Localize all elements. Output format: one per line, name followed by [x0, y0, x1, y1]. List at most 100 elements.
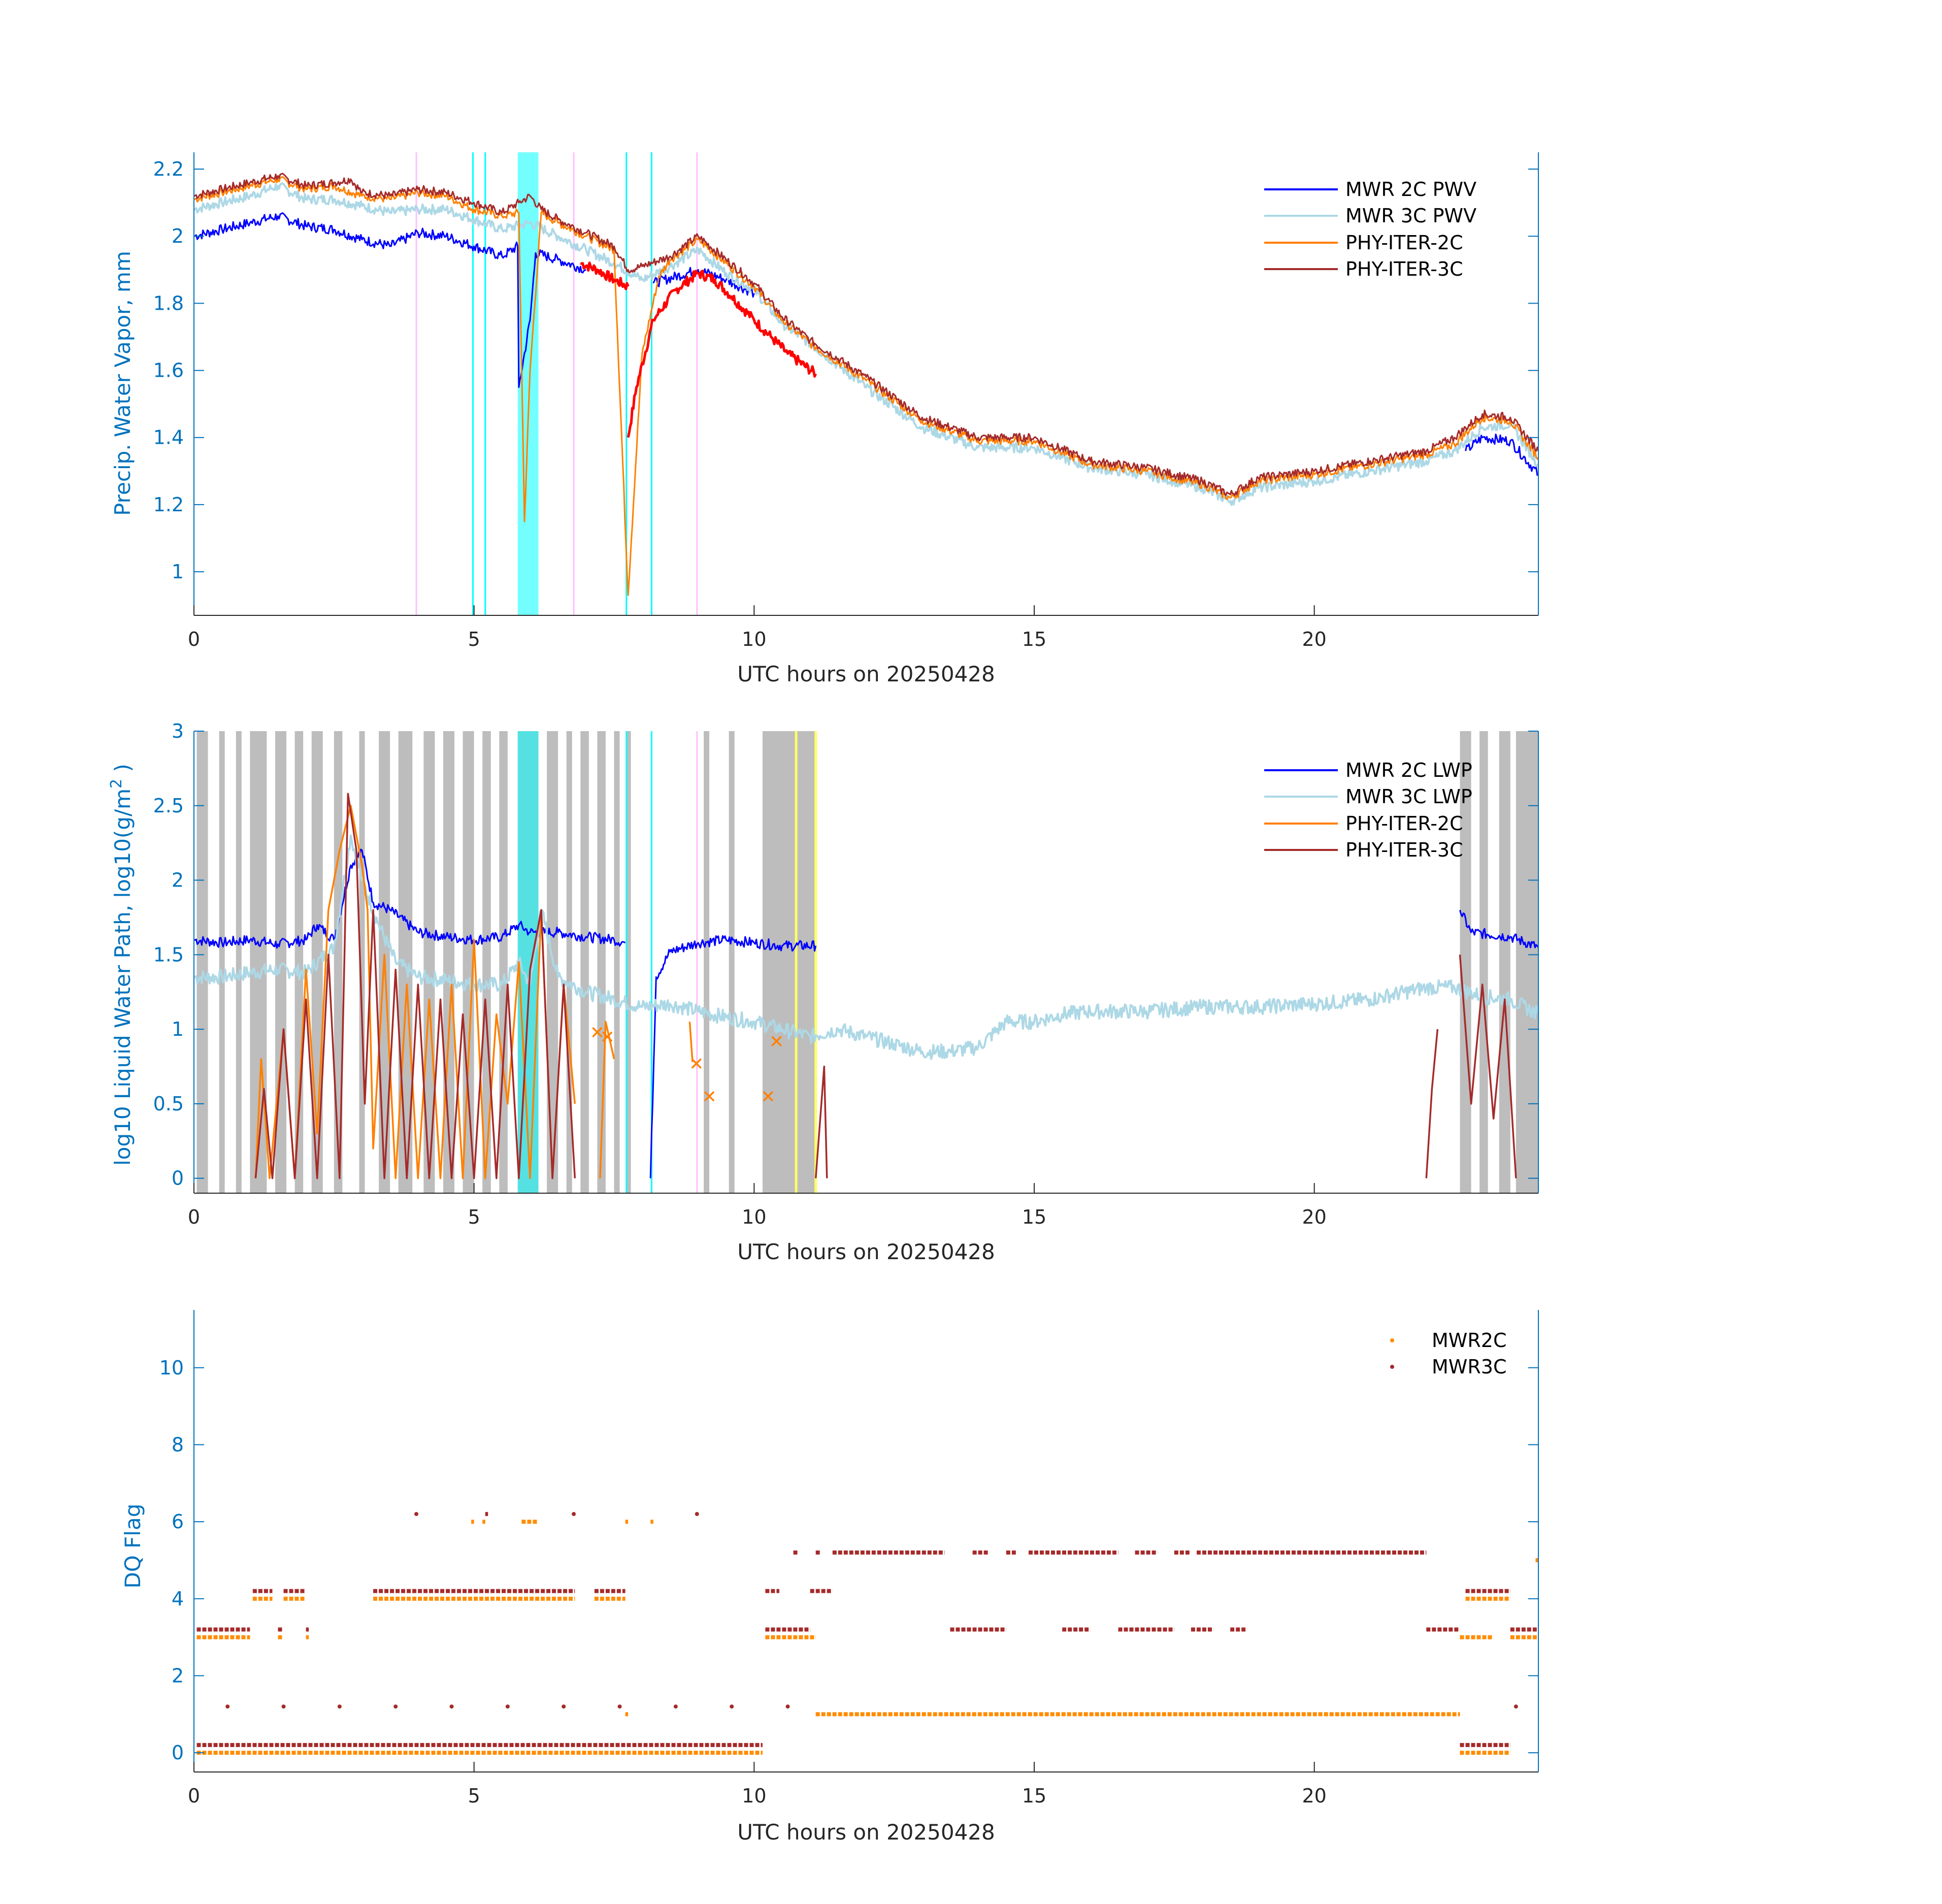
- missing-data-band: [1516, 731, 1538, 1193]
- y-tick-label: 1.4: [153, 426, 184, 449]
- legend-marker-mwr2c: [1390, 1338, 1394, 1342]
- legend-label-mwr2c-lwp: MWR 2C LWP: [1345, 759, 1472, 781]
- missing-data-band: [499, 731, 508, 1193]
- legend-label-phy3c-lwp: PHY-ITER-3C: [1345, 839, 1463, 861]
- x-tick-label: 0: [188, 1206, 200, 1228]
- missing-data-band: [1479, 731, 1488, 1193]
- missing-data-band: [236, 731, 242, 1193]
- legend-label-phy2c-lwp: PHY-ITER-2C: [1345, 812, 1463, 835]
- dots-mwr3c-point: [730, 1704, 734, 1709]
- y-tick-label: 1.2: [153, 494, 184, 516]
- x-tick-label: 10: [742, 1785, 766, 1807]
- missing-data-band: [626, 731, 631, 1193]
- x-tick-label: 20: [1302, 628, 1326, 650]
- missing-data-band: [219, 731, 225, 1193]
- x-tick-label: 0: [188, 628, 200, 650]
- y-tick-label: 2: [172, 869, 184, 892]
- dq-panel: 0 5 10 15 20 0 2 4 6 8 10 UTC hours on 20250428 DQ…: [120, 1310, 1539, 1845]
- x-marker: [691, 1058, 702, 1069]
- legend-label-phy2c: PHY-ITER-2C: [1345, 232, 1463, 254]
- dots-mwr3c-point: [695, 1512, 699, 1516]
- event-band-cyan: [517, 152, 539, 615]
- x-marker: [704, 1091, 715, 1102]
- series-mwr-3c-lwp: [193, 834, 1539, 1060]
- y-tick-label: 2.2: [153, 158, 184, 180]
- y-tick-label: 8: [172, 1433, 184, 1456]
- x-tick-label: 10: [742, 628, 766, 650]
- dq-xlabel: UTC hours on 20250428: [737, 1820, 995, 1845]
- lwp-xlabel: UTC hours on 20250428: [737, 1239, 995, 1264]
- lwp-panel: 0 5 10 15 20 0 0.5 1 1.5 2 2.5 3 UTC hours on 20250…: [108, 720, 1539, 1264]
- series-mwr-2c-pwv: [193, 212, 1539, 476]
- missing-data-band: [580, 731, 589, 1193]
- y-tick-label: 2: [172, 225, 184, 247]
- missing-data-band: [275, 731, 287, 1193]
- x-marker: [763, 1091, 774, 1102]
- dots-mwr3c-point: [673, 1704, 678, 1709]
- pwv-xlabel: UTC hours on 20250428: [737, 662, 995, 686]
- x-tick-label: 10: [742, 1206, 766, 1228]
- x-tick-label: 5: [468, 1785, 480, 1807]
- missing-data-band: [463, 731, 474, 1193]
- y-tick-label: 1: [172, 561, 184, 583]
- pwv-series: [193, 173, 1539, 596]
- x-tick-label: 15: [1022, 1206, 1046, 1228]
- dq-series: [196, 1512, 1538, 1755]
- dots-mwr3c-point: [281, 1704, 286, 1709]
- legend-label-mwr2c: MWR2C: [1432, 1329, 1506, 1352]
- dq-ylabel: DQ Flag: [120, 1504, 145, 1589]
- legend-marker-mwr3c: [1390, 1365, 1394, 1369]
- dq-axes: 0 5 10 15 20 0 2 4 6 8 10: [159, 1310, 1539, 1807]
- missing-data-band: [614, 731, 620, 1193]
- missing-data-band: [423, 731, 435, 1193]
- y-tick-label: 1: [172, 1018, 184, 1040]
- x-marker: [602, 1031, 613, 1042]
- lwp-background-bands: [196, 731, 1538, 1193]
- dots-mwr3c-point: [785, 1704, 790, 1709]
- pwv-axes: 0 5 10 15 20 1 1.2 1.4 1.6 1.8 2 2.2: [153, 152, 1539, 650]
- x-tick-label: 5: [468, 1206, 480, 1228]
- x-tick-label: 0: [188, 1785, 200, 1807]
- x-marker: [592, 1027, 603, 1038]
- y-tick-label: 6: [172, 1511, 184, 1533]
- y-tick-label: 1.5: [153, 943, 184, 966]
- pwv-ylabel: Precip. Water Vapor, mm: [110, 251, 135, 516]
- missing-data-band: [482, 731, 491, 1193]
- missing-data-band: [196, 731, 208, 1193]
- x-marker: [771, 1036, 782, 1046]
- legend-label-phy3c: PHY-ITER-3C: [1345, 258, 1463, 280]
- series-flagged-red: [580, 261, 817, 438]
- legend-label-mwr3c: MWR3C: [1432, 1356, 1506, 1378]
- y-tick-label: 10: [159, 1357, 184, 1379]
- dots-mwr3c-point: [225, 1704, 230, 1709]
- dots-mwr3c-point: [393, 1704, 398, 1709]
- y-tick-label: 0.5: [153, 1093, 184, 1115]
- missing-data-band: [359, 731, 365, 1193]
- y-tick-label: 0: [172, 1742, 184, 1764]
- dots-mwr3c-point: [562, 1704, 566, 1709]
- y-tick-label: 1.8: [153, 292, 184, 314]
- x-tick-label: 20: [1302, 1206, 1326, 1228]
- missing-data-band: [1499, 731, 1510, 1193]
- dots-mwr3c-point: [505, 1704, 510, 1709]
- lwp-legend: MWR 2C LWP MWR 3C LWP PHY-ITER-2C PHY-IT…: [1264, 759, 1472, 861]
- lwp-series: [193, 793, 1539, 1179]
- y-tick-label: 2.5: [153, 795, 184, 817]
- missing-data-band: [704, 731, 710, 1193]
- dots-mwr3c-point: [617, 1704, 622, 1709]
- lwp-ylabel: log10 Liquid Water Path, log10(g/m2 ): [108, 764, 136, 1166]
- legend-label-mwr2c-pwv: MWR 2C PWV: [1345, 178, 1476, 201]
- y-tick-label: 1.6: [153, 359, 184, 382]
- dots-mwr3c-point: [414, 1512, 419, 1516]
- lwp-axes: 0 5 10 15 20 0 0.5 1 1.5 2 2.5 3: [153, 720, 1539, 1228]
- x-tick-label: 15: [1022, 1785, 1046, 1807]
- y-tick-label: 4: [172, 1588, 184, 1610]
- dots-mwr3c-point: [572, 1512, 576, 1516]
- x-tick-label: 20: [1302, 1785, 1326, 1807]
- series-phy-iter-3c: [254, 793, 1517, 1179]
- series-mwr-2c-lwp: [193, 848, 1539, 1178]
- y-tick-label: 0: [172, 1167, 184, 1190]
- legend-label-mwr3c-pwv: MWR 3C PWV: [1345, 205, 1476, 227]
- dots-mwr3c-point: [1513, 1704, 1518, 1709]
